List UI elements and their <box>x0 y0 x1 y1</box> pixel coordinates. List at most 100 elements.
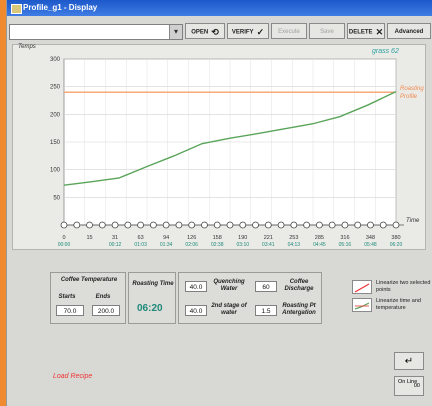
time-marker-handle <box>303 221 311 229</box>
reference-label: Roasting <box>400 86 424 92</box>
advanced-button[interactable]: Advanced <box>387 23 431 39</box>
starts-label: Starts <box>58 294 76 300</box>
open-label: OPEN <box>191 29 209 36</box>
y-axis-title: Temps <box>18 44 36 50</box>
open-button[interactable]: OPEN ⟲ <box>185 23 225 39</box>
x-tick-label: 15 <box>86 235 92 241</box>
time-marker-handle <box>315 221 323 229</box>
time-marker-handle <box>341 221 349 229</box>
x-axis-title: Time <box>406 218 420 224</box>
x-tick-label: 380 <box>391 235 400 241</box>
time-marker-handle <box>111 221 119 229</box>
linearize-points-button[interactable] <box>352 280 372 294</box>
x-tick-label: 158 <box>213 235 222 241</box>
ends-label: Ends <box>95 294 111 300</box>
time-marker-handle <box>201 221 208 229</box>
x-tick-time-label: 06:20 <box>390 242 403 248</box>
time-marker-handle <box>354 221 362 229</box>
time-marker-handle <box>162 221 170 229</box>
linearize-time-label: Linearize time and temperature <box>376 298 421 311</box>
coffee-discharge-label: Coffee Discharge <box>284 279 314 292</box>
time-marker-handle <box>124 221 132 229</box>
linearize-time-icon <box>354 302 370 310</box>
linearize-points-label: Linearize two selected points <box>376 280 431 293</box>
y-tick-label: 300 <box>50 57 61 63</box>
end-temp-field[interactable]: 200.0 <box>92 305 120 316</box>
time-marker-handle <box>213 221 221 229</box>
water-group: 40.0 Quenching Water 40.0 2nd stage of w… <box>178 272 322 324</box>
x-tick-time-label: 05:48 <box>364 242 377 248</box>
save-button[interactable]: Save <box>309 23 345 39</box>
online-value: 00 <box>413 383 420 389</box>
time-marker-handle <box>175 221 183 229</box>
x-tick-label: 253 <box>289 235 298 241</box>
x-tick-time-label: 01:34 <box>160 242 173 248</box>
temperature-curve <box>63 91 397 186</box>
time-marker-handle <box>73 221 81 229</box>
x-tick-label: 190 <box>238 235 247 241</box>
x-tick-label: 316 <box>340 235 349 241</box>
x-tick-time-label: 01:03 <box>134 242 147 248</box>
roasting-time-label: Roasting Time <box>132 281 174 287</box>
time-marker-handle <box>277 221 285 229</box>
start-temp-field[interactable]: 70.0 <box>56 305 84 316</box>
profile-combo[interactable]: ▾ <box>9 24 183 40</box>
linearize-time-button[interactable] <box>352 298 372 312</box>
online-button[interactable]: On Line 00 <box>394 376 424 396</box>
y-tick-label: 50 <box>53 195 60 201</box>
x-tick-time-label: 03:10 <box>237 242 250 248</box>
y-tick-label: 150 <box>50 140 61 146</box>
enter-button[interactable]: ↵ <box>394 352 424 370</box>
toolbar: ▾ OPEN ⟲ VERIFY ✓ Execute Save DELETE ✕ Adv… <box>9 22 431 42</box>
save-label: Save <box>320 29 334 35</box>
x-tick-time-label: 05:16 <box>339 242 352 248</box>
delete-button[interactable]: DELETE ✕ <box>347 23 385 39</box>
x-tick-label: 0 <box>62 235 65 241</box>
reference-label-line2: Profile <box>400 94 418 100</box>
time-marker-handle <box>328 221 336 229</box>
graph-id: grass 62 <box>372 48 399 55</box>
x-tick-time-label: 02:06 <box>185 242 198 248</box>
status-text: Load Recipe <box>53 373 93 380</box>
coffee-temp-label: Coffee Temperature <box>60 277 118 283</box>
verify-label: VERIFY <box>231 29 254 36</box>
y-tick-label: 100 <box>50 168 61 174</box>
coffee-temperature-group: Coffee Temperature Starts Ends 70.0 200.… <box>50 272 126 324</box>
advanced-label: Advanced <box>394 29 424 35</box>
execute-button[interactable]: Execute <box>271 23 307 39</box>
x-tick-label: 63 <box>138 235 144 241</box>
time-marker-handle <box>149 221 157 229</box>
time-marker-handle <box>60 221 68 229</box>
second-stage-label: 2nd stage of water <box>211 303 247 316</box>
time-marker-handle <box>226 221 234 229</box>
coffee-discharge-field[interactable]: 60 <box>255 281 277 292</box>
time-marker-handle <box>264 221 272 229</box>
close-icon: ✕ <box>375 27 384 37</box>
x-tick-time-label: 02:38 <box>211 242 224 248</box>
verify-button[interactable]: VERIFY ✓ <box>227 23 269 39</box>
x-tick-time-label: 03:41 <box>262 242 275 248</box>
check-icon: ✓ <box>256 27 265 37</box>
x-tick-time-label: 04:45 <box>313 242 326 248</box>
execute-label: Execute <box>278 29 300 35</box>
time-marker-handle <box>252 221 259 229</box>
time-marker-handle <box>290 221 298 229</box>
chevron-down-icon[interactable]: ▾ <box>169 25 182 39</box>
time-marker-handle <box>392 221 400 229</box>
title-bar[interactable]: Profile_g1 - Display <box>7 0 432 16</box>
time-marker-handle <box>98 221 106 229</box>
second-stage-field[interactable]: 40.0 <box>185 305 207 316</box>
x-tick-time-label: 00:12 <box>109 242 122 248</box>
x-tick-label: 126 <box>187 235 196 241</box>
roasting-time-group: Roasting Time 06:20 <box>128 272 176 324</box>
y-tick-label: 250 <box>50 85 61 91</box>
x-tick-label: 285 <box>315 235 324 241</box>
x-tick-time-label: 00:00 <box>58 242 71 248</box>
quenching-water-field[interactable]: 40.0 <box>185 281 207 292</box>
delete-label: DELETE <box>348 29 373 36</box>
temperature-chart[interactable]: 50 100 150 200 250 300 Roasting Profile 000:00 15… <box>0 0 432 260</box>
roasting-pt-label: Roasting Pt Antergation <box>282 303 316 316</box>
x-tick-label: 31 <box>112 235 118 241</box>
roasting-pt-field[interactable]: 1.5 <box>255 305 277 316</box>
time-marker-handle <box>137 221 145 229</box>
